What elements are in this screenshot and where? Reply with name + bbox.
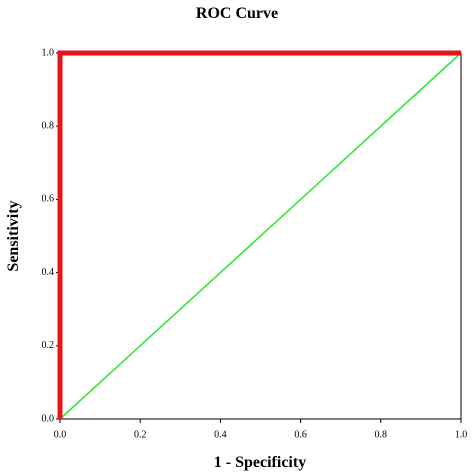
- y-tick-label: 0.4: [42, 267, 55, 278]
- x-axis-label: 1 - Specificity: [214, 454, 306, 471]
- y-tick-label: 1.0: [42, 47, 55, 58]
- chart-title: ROC Curve: [196, 5, 278, 22]
- x-tick-label: 0.2: [134, 429, 147, 440]
- y-tick-label: 0.0: [42, 413, 55, 424]
- x-tick-label: 0.4: [214, 429, 227, 440]
- x-tick-label: 0.0: [54, 429, 67, 440]
- y-tick-label: 0.6: [42, 194, 55, 205]
- x-tick-label: 0.6: [294, 429, 307, 440]
- roc-line: [59, 52, 462, 420]
- y-tick-label: 0.8: [42, 120, 55, 131]
- x-tick-label: 1.0: [455, 429, 468, 440]
- y-tick-label: 0.2: [42, 340, 55, 351]
- x-tick-label: 0.8: [375, 429, 388, 440]
- roc-line: [57, 50, 461, 419]
- y-axis-label: Sensitivity: [5, 200, 22, 271]
